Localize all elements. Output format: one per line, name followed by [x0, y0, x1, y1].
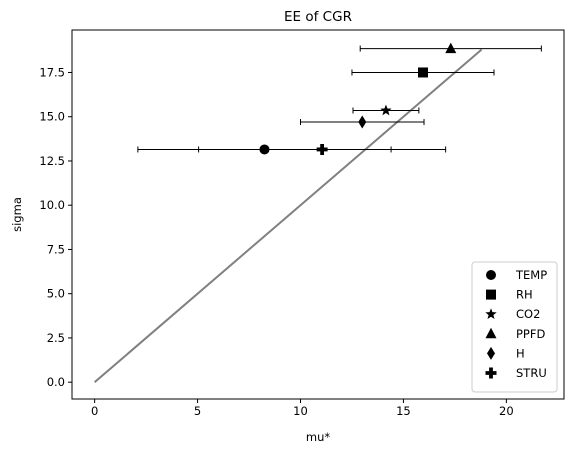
x-axis-label: mu*	[306, 430, 330, 444]
x-tick-label: 15	[396, 404, 411, 418]
chart-title: EE of CGR	[284, 9, 352, 25]
legend-marker-h	[487, 346, 495, 360]
marker-stru	[316, 143, 328, 155]
x-tick-label: 20	[499, 404, 514, 418]
legend-label-temp: TEMP	[515, 268, 547, 282]
reference-line-layer	[93, 48, 483, 383]
y-axis-label: sigma	[10, 197, 24, 232]
y-tick-label: 7.5	[47, 242, 65, 256]
marker-rh	[417, 67, 428, 78]
x-tick-label: 0	[91, 404, 98, 418]
marker-temp	[259, 144, 270, 155]
legend-marker-temp	[486, 270, 496, 280]
y-tick-label: 0.0	[47, 375, 65, 389]
plot-frame	[71, 29, 565, 400]
x-axis-ticks: 0 5 10 15 20	[91, 399, 514, 418]
marker-h	[358, 115, 367, 129]
y-tick-label: 15.0	[39, 110, 65, 124]
legend-label-co2: CO2	[516, 307, 540, 321]
error-bar-layer	[137, 45, 542, 153]
legend-marker-rh	[486, 289, 496, 300]
y-tick-label: 10.0	[39, 198, 65, 212]
legend: TEMP RH CO2 PPFD H STRU	[471, 261, 558, 393]
y-tick-label: 12.5	[39, 154, 65, 168]
legend-marker-co2	[485, 308, 497, 320]
legend-marker-stru	[485, 367, 497, 379]
legend-label-stru: STRU	[516, 366, 547, 380]
y-tick-label: 5.0	[47, 287, 65, 301]
reference-line	[93, 48, 483, 383]
legend-label-ppfd: PPFD	[516, 327, 545, 341]
y-tick-label: 17.5	[39, 65, 65, 79]
marker-layer	[259, 42, 457, 155]
marker-ppfd	[445, 42, 457, 54]
y-axis-ticks: 0.0 2.5 5.0 7.5 10.0 12.5 15.0 17.5	[39, 65, 72, 389]
marker-co2	[380, 104, 392, 116]
y-tick-label: 2.5	[47, 331, 65, 345]
legend-marker-ppfd	[485, 327, 497, 339]
legend-label-rh: RH	[516, 288, 533, 302]
x-tick-label: 10	[293, 404, 308, 418]
legend-label-h: H	[516, 346, 525, 360]
x-tick-label: 5	[194, 404, 201, 418]
